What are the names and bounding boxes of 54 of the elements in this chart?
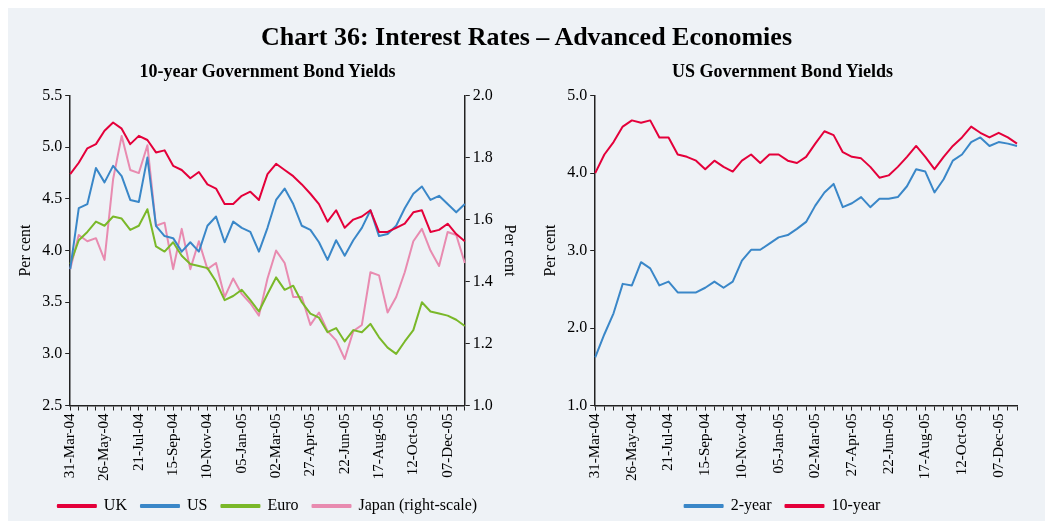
y-tick-label: 3.0: [42, 344, 63, 362]
x-tick-label: 15-Sep-04: [164, 413, 181, 477]
y-tick-label: 1.0: [567, 395, 588, 413]
y-tick-label: 2.5: [42, 395, 63, 413]
x-tick-label: 05-Jan-05: [232, 413, 249, 474]
x-tick-label: 26-May-04: [622, 413, 639, 482]
x-tick-label: 27-Apr-05: [842, 413, 859, 477]
legend-label: 2-year: [730, 496, 773, 515]
x-tick-label: 26-May-04: [95, 413, 112, 482]
x-tick-label: 07-Dec-05: [438, 413, 455, 478]
x-tick-label: 02-Mar-05: [267, 413, 284, 479]
y2-tick-label: 1.4: [472, 271, 493, 289]
x-tick-label: 05-Jan-05: [769, 413, 786, 474]
chart-title: US Government Bond Yields: [671, 61, 894, 82]
y-tick-label: 5.0: [567, 85, 588, 103]
x-tick-label: 21-Jul-04: [129, 413, 146, 472]
x-tick-label: 22-Jun-05: [879, 413, 896, 475]
y-tick-label: 4.0: [567, 163, 588, 181]
y-tick-label: 3.0: [567, 240, 588, 258]
chart-subtitle: 10-year Government Bond Yields: [139, 61, 396, 82]
y2-tick-label: 1.8: [472, 147, 493, 165]
y-tick-label: 4.5: [42, 189, 63, 207]
x-tick-label: 27-Apr-05: [301, 413, 318, 477]
legend-label: 10-year: [831, 496, 882, 515]
x-tick-label: 17-Aug-05: [916, 413, 933, 480]
y-tick-label: 5.0: [42, 137, 63, 155]
legend-label: US: [186, 496, 208, 514]
x-tick-label: 07-Dec-05: [989, 413, 1006, 478]
y-tick-label: 4.0: [42, 240, 63, 258]
legend-label: Euro: [267, 496, 299, 514]
y-axis-title: Per cent: [540, 224, 558, 277]
text: Chart 36: Interest Rates – Advanced Economies: [259, 21, 793, 51]
legend-label: Japan (right-scale): [358, 496, 478, 515]
x-tick-label: 21-Jul-04: [659, 413, 676, 472]
y2-tick-label: 1.6: [472, 209, 493, 227]
y2-axis-title: Per cent: [502, 224, 520, 278]
x-tick-label: 12-Oct-05: [952, 413, 969, 476]
legend-label: UK: [103, 496, 128, 514]
y2-tick-label: 1.2: [472, 333, 493, 351]
y-tick-label: 5.5: [42, 85, 63, 103]
y2-tick-label: 1.0: [472, 395, 493, 413]
x-tick-label: 31-Mar-04: [586, 413, 603, 479]
x-tick-label: 10-Nov-04: [732, 413, 749, 480]
y-tick-label: 3.5: [42, 292, 63, 310]
x-tick-label: 10-Nov-04: [198, 413, 215, 480]
x-tick-label: 12-Oct-05: [404, 413, 421, 476]
y-axis-title: Per cent: [15, 224, 33, 277]
y-tick-label: 2.0: [567, 318, 588, 336]
x-tick-label: 02-Mar-05: [806, 413, 823, 479]
y2-tick-label: 2.0: [472, 85, 493, 103]
x-tick-label: 15-Sep-04: [696, 413, 713, 477]
x-tick-label: 22-Jun-05: [335, 413, 352, 475]
x-tick-label: 31-Mar-04: [61, 413, 78, 479]
x-tick-label: 17-Aug-05: [369, 413, 386, 480]
